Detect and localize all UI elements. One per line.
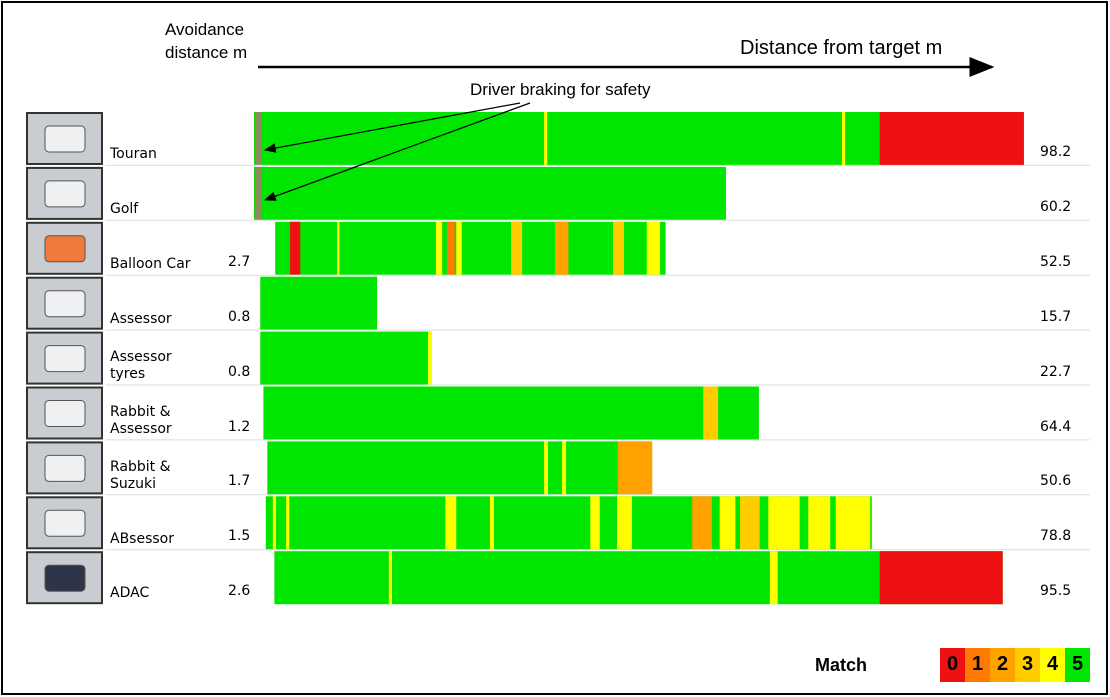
distance-value: 15.7 — [1040, 309, 1071, 326]
bar — [263, 387, 758, 440]
legend-level: 1 — [972, 652, 983, 676]
distance-value: 95.5 — [1040, 583, 1071, 600]
match-stripe — [720, 496, 736, 549]
row-label: Assessor — [110, 311, 172, 328]
thumbnail-car — [45, 401, 85, 427]
row-label: ADAC — [110, 585, 149, 602]
match-stripe — [836, 496, 870, 549]
avoidance-value: 1.2 — [228, 419, 250, 436]
thumbnail-car — [45, 565, 85, 591]
thumbnail-car — [45, 236, 85, 262]
match-stripe — [511, 222, 522, 275]
braking-stub — [255, 112, 262, 165]
bar — [260, 332, 432, 385]
match-stripe — [445, 496, 456, 549]
bar — [275, 222, 665, 275]
avoidance-value: 1.5 — [228, 528, 250, 545]
match-stripe — [880, 551, 1003, 604]
match-stripe — [544, 112, 547, 165]
row-label: Touran — [110, 146, 157, 163]
distance-value: 52.5 — [1040, 254, 1071, 271]
match-stripe — [770, 551, 778, 604]
match-stripe — [590, 496, 599, 549]
match-stripe — [617, 496, 632, 549]
match-stripe — [768, 496, 799, 549]
distance-value: 22.7 — [1040, 364, 1071, 381]
distance-value: 78.8 — [1040, 528, 1071, 545]
thumbnail-car — [45, 291, 85, 317]
legend-title: Match — [815, 655, 867, 677]
match-stripe — [808, 496, 830, 549]
distance-value: 98.2 — [1040, 144, 1071, 161]
row-label: Rabbit & Suzuki — [110, 459, 171, 493]
row-label: ABsessor — [110, 531, 174, 548]
thumbnail-car — [45, 510, 85, 536]
braking-stub — [255, 167, 262, 220]
thumbnail-car — [45, 126, 85, 152]
match-stripe — [562, 441, 566, 494]
header-right: Distance from target m — [740, 36, 942, 60]
match-stripe — [337, 222, 339, 275]
match-stripe — [290, 222, 300, 275]
match-stripe — [842, 112, 845, 165]
match-stripe — [286, 496, 289, 549]
match-stripe — [647, 222, 660, 275]
row-label: Rabbit & Assessor — [110, 404, 172, 438]
legend-level: 0 — [947, 652, 958, 676]
annotation: Driver braking for safety — [470, 80, 650, 100]
figure: Avoidance distance m Distance from targe… — [0, 0, 1110, 697]
thumbnail-car — [45, 181, 85, 207]
match-stripe — [880, 112, 1024, 165]
match-stripe — [740, 496, 760, 549]
distance-value: 64.4 — [1040, 419, 1071, 436]
match-stripe — [273, 496, 276, 549]
match-stripe — [555, 222, 568, 275]
avoidance-value: 0.8 — [228, 364, 250, 381]
bar — [267, 441, 650, 494]
bar — [254, 167, 726, 220]
row-label: Balloon Car — [110, 256, 191, 273]
legend-level: 4 — [1047, 652, 1058, 676]
header-left: distance m — [165, 43, 247, 63]
match-stripe — [703, 387, 718, 440]
avoidance-value: 2.7 — [228, 254, 250, 271]
match-stripe — [389, 551, 392, 604]
match-stripe — [692, 496, 712, 549]
avoidance-value: 1.7 — [228, 473, 250, 490]
distance-value: 50.6 — [1040, 473, 1071, 490]
match-stripe — [490, 496, 494, 549]
legend-level: 3 — [1022, 652, 1033, 676]
header-left: Avoidance — [165, 20, 244, 40]
distance-value: 60.2 — [1040, 199, 1071, 216]
match-stripe — [428, 332, 432, 385]
legend-level: 5 — [1072, 652, 1083, 676]
avoidance-value: 0.8 — [228, 309, 250, 326]
match-stripe — [613, 222, 624, 275]
legend-level: 2 — [997, 652, 1008, 676]
thumbnail-car — [45, 455, 85, 481]
match-stripe — [618, 441, 652, 494]
match-stripe — [544, 441, 548, 494]
row-label: Golf — [110, 201, 138, 218]
match-stripe — [436, 222, 442, 275]
bar — [260, 277, 377, 330]
thumbnail-car — [45, 346, 85, 372]
match-stripe — [456, 222, 461, 275]
row-label: Assessor tyres — [110, 349, 172, 383]
avoidance-value: 2.6 — [228, 583, 250, 600]
match-stripe — [447, 222, 455, 275]
